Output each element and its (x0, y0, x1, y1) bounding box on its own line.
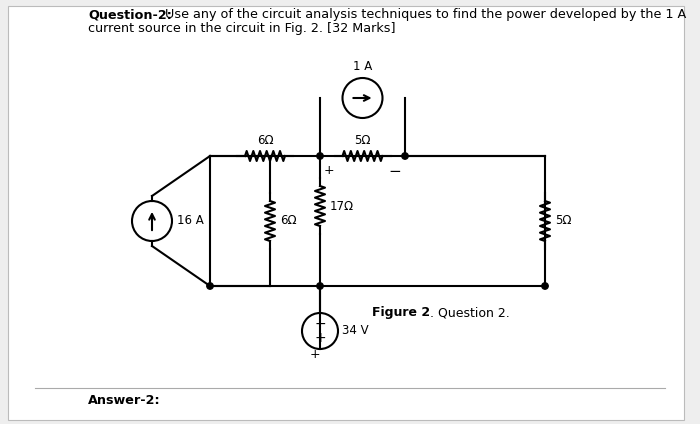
Text: +: + (309, 349, 321, 362)
Text: 17Ω: 17Ω (330, 200, 354, 212)
Text: Use any of the circuit analysis techniques to find the power developed by the 1 : Use any of the circuit analysis techniqu… (161, 8, 686, 21)
Text: Answer-2:: Answer-2: (88, 394, 160, 407)
Text: +: + (314, 331, 326, 345)
Text: 34 V: 34 V (342, 324, 369, 338)
Circle shape (317, 283, 323, 289)
Text: current source in the circuit in Fig. 2. [32 Marks]: current source in the circuit in Fig. 2.… (88, 22, 395, 35)
Circle shape (317, 153, 323, 159)
Text: . Question 2.: . Question 2. (430, 306, 510, 319)
Text: 5Ω: 5Ω (555, 215, 571, 228)
Circle shape (542, 283, 548, 289)
Text: −: − (314, 317, 326, 331)
Text: Figure 2: Figure 2 (372, 306, 430, 319)
Circle shape (206, 283, 214, 289)
Text: Question-2:: Question-2: (88, 8, 172, 21)
Text: −: − (389, 164, 401, 179)
Text: 6Ω: 6Ω (257, 134, 273, 147)
Text: 5Ω: 5Ω (354, 134, 371, 147)
Text: 16 A: 16 A (177, 215, 204, 228)
Text: +: + (324, 164, 335, 177)
Text: 6Ω: 6Ω (280, 215, 297, 228)
Circle shape (402, 153, 408, 159)
Text: 1 A: 1 A (353, 60, 372, 73)
